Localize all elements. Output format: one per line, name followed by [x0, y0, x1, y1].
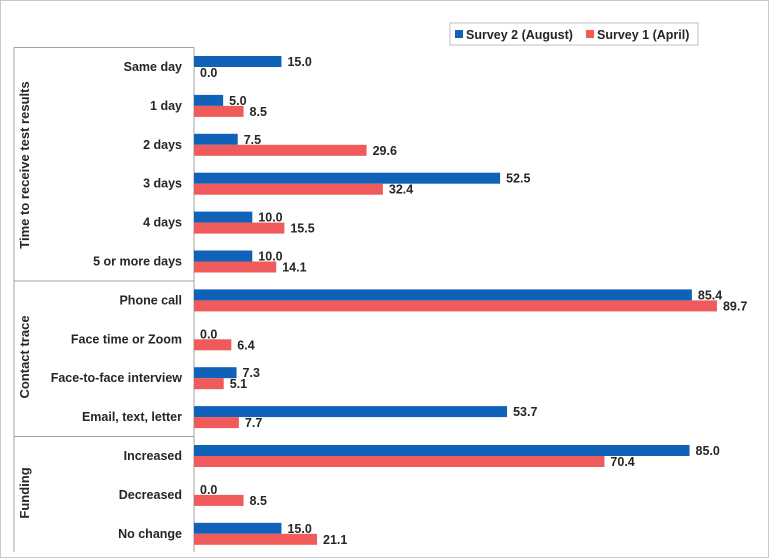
value-label-survey-1-april-5-or-more-days: 14.1 — [282, 261, 306, 275]
bar-survey-1-april-increased — [194, 456, 605, 467]
value-label-survey-2-august-phone-call: 85.4 — [698, 288, 722, 302]
value-label-survey-1-april-face-to-face-interview: 5.1 — [230, 377, 247, 391]
legend-swatch-survey-2 — [455, 30, 463, 38]
bar-survey-2-august-no-change — [194, 522, 282, 534]
category-label-same-day: Same day — [124, 60, 182, 74]
value-label-survey-1-april-face-time-or-zoom: 6.4 — [237, 338, 254, 352]
bar-survey-2-august-2-days — [194, 133, 238, 145]
category-labels: Same day 1 day 2 days 3 days 4 days 5 or more… — [51, 60, 183, 541]
bar-survey-1-april-face-to-face-interview — [194, 378, 224, 390]
category-label-face-time-or-zoom: Face time or Zoom — [71, 332, 182, 346]
value-label-survey-1-april-1-day: 8.5 — [250, 105, 267, 119]
legend: Survey 2 (August) Survey 1 (April) — [449, 22, 699, 46]
category-label-4-days: 4 days — [143, 216, 182, 230]
value-label-survey-1-april-no-change: 21.1 — [323, 533, 347, 547]
value-label-survey-2-august-increased: 85.0 — [696, 444, 720, 458]
category-label-decreased: Decreased — [119, 488, 182, 502]
value-labels: 15.0 0.0 5.0 8.5 7.5 29.6 52.5 32.4 10.0 15.5 10.0… — [200, 55, 747, 547]
bar-survey-2-august-phone-call — [194, 289, 692, 301]
category-label-face-to-face-interview: Face-to-face interview — [51, 371, 183, 385]
category-label-1-day: 1 day — [150, 99, 182, 113]
group-label-contact: Contact trace — [17, 315, 32, 398]
bar-survey-1-april-phone-call — [194, 300, 717, 312]
bar-survey-2-august-increased — [194, 445, 690, 456]
value-label-survey-2-august-decreased: 0.0 — [200, 483, 217, 497]
bar-survey-2-august-email-text-letter — [194, 406, 508, 418]
value-label-survey-2-august-face-to-face-interview: 7.3 — [243, 366, 260, 380]
bar-survey-1-april-1-day — [194, 105, 244, 117]
legend-swatch-survey-1 — [586, 30, 594, 38]
category-label-increased: Increased — [124, 449, 182, 463]
bar-survey-1-april-2-days — [194, 144, 367, 156]
value-label-survey-2-august-2-days: 7.5 — [244, 133, 261, 147]
value-label-survey-1-april-decreased: 8.5 — [250, 494, 267, 508]
value-label-survey-2-august-face-time-or-zoom: 0.0 — [200, 327, 217, 341]
category-label-5-or-more-days: 5 or more days — [93, 255, 182, 269]
bar-survey-2-august-3-days — [194, 172, 501, 184]
value-label-survey-2-august-5-or-more-days: 10.0 — [258, 250, 282, 264]
bar-survey-1-april-4-days — [194, 222, 285, 234]
bar-survey-1-april-3-days — [194, 183, 383, 195]
category-label-phone-call: Phone call — [119, 293, 182, 307]
bar-survey-2-august-5-or-more-days — [194, 250, 253, 262]
bar-survey-1-april-5-or-more-days — [194, 261, 277, 273]
legend-label-survey-2: Survey 2 (August) — [466, 28, 573, 42]
legend-box — [449, 22, 699, 46]
value-label-survey-2-august-no-change: 15.0 — [287, 522, 311, 536]
bar-survey-2-august-face-to-face-interview — [194, 367, 237, 379]
value-label-survey-1-april-phone-call: 89.7 — [723, 299, 747, 313]
value-label-survey-1-april-increased: 70.4 — [610, 455, 634, 469]
value-label-survey-1-april-2-days: 29.6 — [373, 144, 397, 158]
value-label-survey-2-august-3-days: 52.5 — [506, 172, 530, 186]
value-label-survey-2-august-4-days: 10.0 — [258, 211, 282, 225]
bar-survey-1-april-decreased — [194, 494, 244, 506]
bar-survey-2-august-4-days — [194, 211, 253, 223]
category-label-3-days: 3 days — [143, 177, 182, 191]
category-label-no-change: No change — [118, 527, 182, 541]
category-label-email-text-letter: Email, text, letter — [82, 410, 182, 424]
bar-survey-2-august-same-day — [194, 56, 282, 67]
group-label-time: Time to receive test results — [17, 81, 32, 248]
bar-survey-2-august-1-day — [194, 94, 224, 106]
category-label-2-days: 2 days — [143, 138, 182, 152]
bar-survey-1-april-no-change — [194, 533, 318, 545]
value-label-survey-1-april-same-day: 0.0 — [200, 66, 217, 80]
value-label-survey-2-august-email-text-letter: 53.7 — [513, 405, 537, 419]
bar-survey-1-april-face-time-or-zoom — [194, 339, 232, 351]
value-label-survey-2-august-same-day: 15.0 — [287, 55, 311, 69]
value-label-survey-1-april-3-days: 32.4 — [389, 183, 413, 197]
bars — [194, 56, 717, 545]
value-label-survey-2-august-1-day: 5.0 — [229, 94, 246, 108]
group-label-funding: Funding — [17, 467, 32, 518]
value-label-survey-1-april-4-days: 15.5 — [290, 222, 314, 236]
legend-label-survey-1: Survey 1 (April) — [597, 28, 689, 42]
group-labels: Time to receive test results Contact tra… — [17, 81, 32, 518]
bar-survey-1-april-email-text-letter — [194, 417, 239, 429]
value-label-survey-1-april-email-text-letter: 7.7 — [245, 416, 262, 430]
